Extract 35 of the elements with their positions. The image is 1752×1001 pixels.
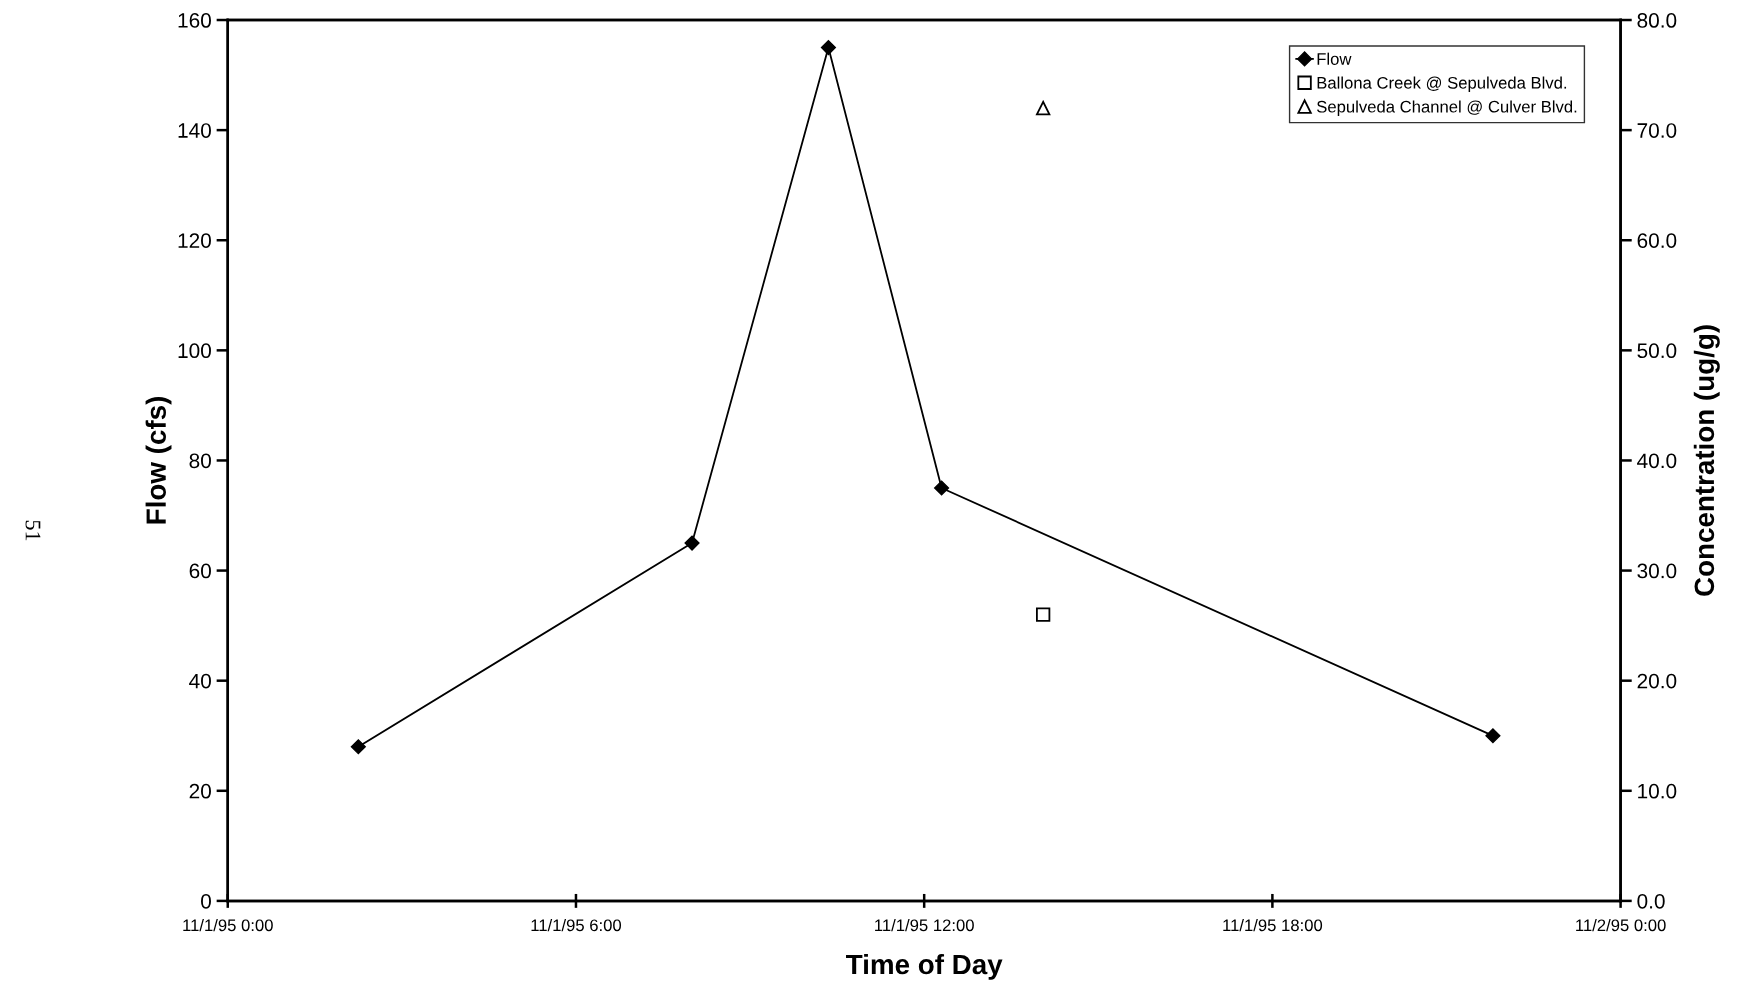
y-tick-label: 40 xyxy=(189,673,211,689)
y-tick-label: 80 xyxy=(189,453,211,469)
y2-tick-label: 10.0 xyxy=(1638,783,1677,799)
legend-label: Sepulveda Channel @ Culver Blvd. xyxy=(1317,100,1577,116)
point xyxy=(350,739,366,755)
y-tick-label: 0 xyxy=(201,893,211,909)
y2-tick-label: 0.0 xyxy=(1637,893,1665,909)
y-axis-title: Flow (cfs) xyxy=(145,397,172,524)
x-tick-label: 11/1/95 0:00 xyxy=(183,918,273,932)
y2-tick-label: 70.0 xyxy=(1637,123,1677,138)
point xyxy=(684,535,700,551)
y-tick-label: 120 xyxy=(178,233,211,248)
y2-tick-label: 80.0 xyxy=(1637,13,1677,28)
point xyxy=(934,480,950,496)
x-tick-label: 11/1/95 18:00 xyxy=(1223,918,1323,932)
point xyxy=(1485,728,1501,744)
legend-label: Ballona Creek @ Sepulveda Blvd. xyxy=(1317,76,1567,93)
y2-tick-label: 40.0 xyxy=(1637,453,1677,469)
x-tick-label: 11/1/95 6:00 xyxy=(531,918,622,932)
y2-axis-title: Concentration (ug/g) xyxy=(1693,325,1720,596)
y2-tick-label: 20.0 xyxy=(1637,673,1677,689)
point xyxy=(820,39,836,56)
y2-tick-label: 30.0 xyxy=(1637,563,1677,579)
y-tick-label: 140 xyxy=(178,123,211,138)
x-tick-label: 11/1/95 12:00 xyxy=(875,918,974,932)
y2-tick-label: 50.0 xyxy=(1637,343,1677,359)
y-tick-label: 60 xyxy=(189,563,211,579)
x-tick-label: 11/2/95 0:00 xyxy=(1576,918,1666,932)
y-tick-label: 160 xyxy=(178,13,211,28)
text: 51 xyxy=(25,520,41,541)
y-tick-label: 100 xyxy=(178,343,211,359)
y-tick-label: 20 xyxy=(189,783,211,799)
y2-tick-label: 60.0 xyxy=(1637,233,1677,248)
x-axis-title: Time of Day xyxy=(846,953,1003,980)
legend-label: Flow xyxy=(1317,52,1352,65)
